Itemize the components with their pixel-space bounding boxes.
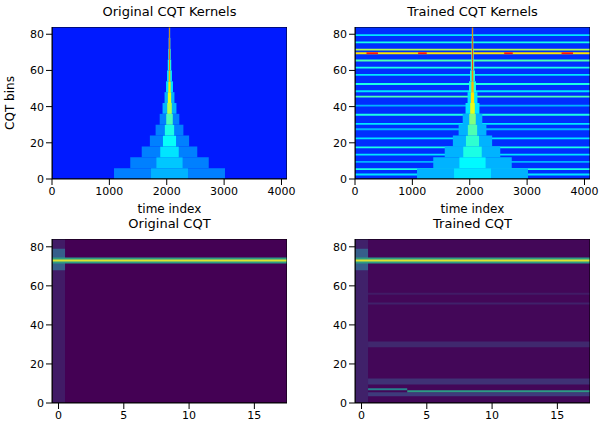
- svg-text:15: 15: [247, 409, 261, 422]
- svg-text:3000: 3000: [210, 185, 238, 198]
- svg-text:60: 60: [30, 280, 44, 293]
- svg-text:0: 0: [49, 185, 56, 198]
- svg-text:40: 40: [30, 319, 44, 332]
- svg-text:80: 80: [30, 241, 44, 254]
- svg-text:80: 80: [30, 28, 44, 41]
- svg-text:0: 0: [37, 173, 44, 186]
- svg-text:3000: 3000: [513, 185, 541, 198]
- svg-text:20: 20: [30, 358, 44, 371]
- html-text:Original CQT Kernels: Original CQT Kernels: [102, 4, 237, 19]
- svg-text:40: 40: [30, 101, 44, 114]
- svg-text:1000: 1000: [398, 185, 426, 198]
- svg-text:CQT bins: CQT bins: [3, 76, 17, 130]
- svg-text:5: 5: [120, 409, 127, 422]
- svg-text:20: 20: [333, 358, 347, 371]
- svg-text:0: 0: [55, 409, 62, 422]
- svg-text:10: 10: [485, 409, 499, 422]
- svg-text:15: 15: [550, 409, 564, 422]
- svg-text:80: 80: [333, 241, 347, 254]
- svg-text:80: 80: [333, 28, 347, 41]
- svg-text:4000: 4000: [267, 185, 295, 198]
- svg-text:0: 0: [352, 185, 359, 198]
- html-text:Trained CQT: Trained CQT: [433, 216, 512, 231]
- svg-text:60: 60: [333, 64, 347, 77]
- svg-text:5: 5: [423, 409, 430, 422]
- svg-text:0: 0: [37, 397, 44, 410]
- svg-text:60: 60: [30, 64, 44, 77]
- svg-text:40: 40: [333, 101, 347, 114]
- svg-text:1000: 1000: [95, 185, 123, 198]
- svg-text:time index: time index: [441, 202, 505, 215]
- svg-text:2000: 2000: [153, 185, 181, 198]
- svg-text:2000: 2000: [456, 185, 484, 198]
- svg-text:time index: time index: [138, 202, 202, 215]
- svg-text:20: 20: [333, 137, 347, 150]
- svg-text:10: 10: [182, 409, 196, 422]
- svg-text:0: 0: [340, 397, 347, 410]
- svg-text:0: 0: [340, 173, 347, 186]
- html-text:Trained CQT Kernels: Trained CQT Kernels: [407, 4, 538, 19]
- html-text:Original CQT: Original CQT: [128, 216, 211, 231]
- svg-text:20: 20: [30, 137, 44, 150]
- svg-text:0: 0: [358, 409, 365, 422]
- svg-text:4000: 4000: [570, 185, 598, 198]
- svg-text:60: 60: [333, 280, 347, 293]
- svg-text:40: 40: [333, 319, 347, 332]
